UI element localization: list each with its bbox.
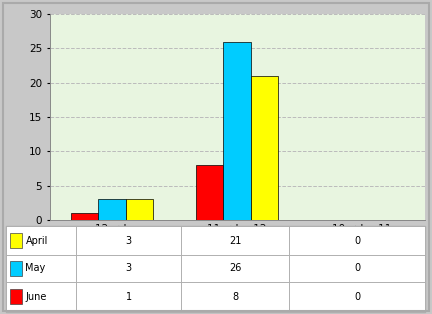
Text: 0: 0	[354, 292, 360, 302]
Text: April: April	[25, 236, 48, 246]
Bar	[98, 199, 126, 220]
Text: June: June	[25, 292, 47, 302]
Bar	[181, 282, 289, 312]
Bar	[181, 255, 289, 282]
Bar	[6, 255, 76, 282]
Text: 26: 26	[229, 263, 241, 273]
Bar	[289, 255, 425, 282]
Text: 21: 21	[229, 236, 241, 246]
Bar	[10, 233, 22, 248]
Bar	[71, 213, 98, 220]
Bar	[76, 226, 181, 255]
Text: 1: 1	[125, 292, 132, 302]
Text: 0: 0	[354, 263, 360, 273]
Text: 8: 8	[232, 292, 238, 302]
Bar	[196, 165, 223, 220]
Bar	[289, 282, 425, 312]
Text: May: May	[25, 263, 46, 273]
Bar	[10, 261, 22, 276]
Bar	[76, 255, 181, 282]
Bar	[6, 226, 76, 255]
Bar	[126, 199, 153, 220]
Text: 3: 3	[125, 236, 132, 246]
Bar	[181, 226, 289, 255]
Bar	[10, 290, 22, 304]
Bar	[289, 226, 425, 255]
Bar	[6, 282, 76, 312]
Text: 3: 3	[125, 263, 132, 273]
Bar	[223, 41, 251, 220]
Bar	[76, 282, 181, 312]
Bar	[251, 76, 278, 220]
Text: 0: 0	[354, 236, 360, 246]
